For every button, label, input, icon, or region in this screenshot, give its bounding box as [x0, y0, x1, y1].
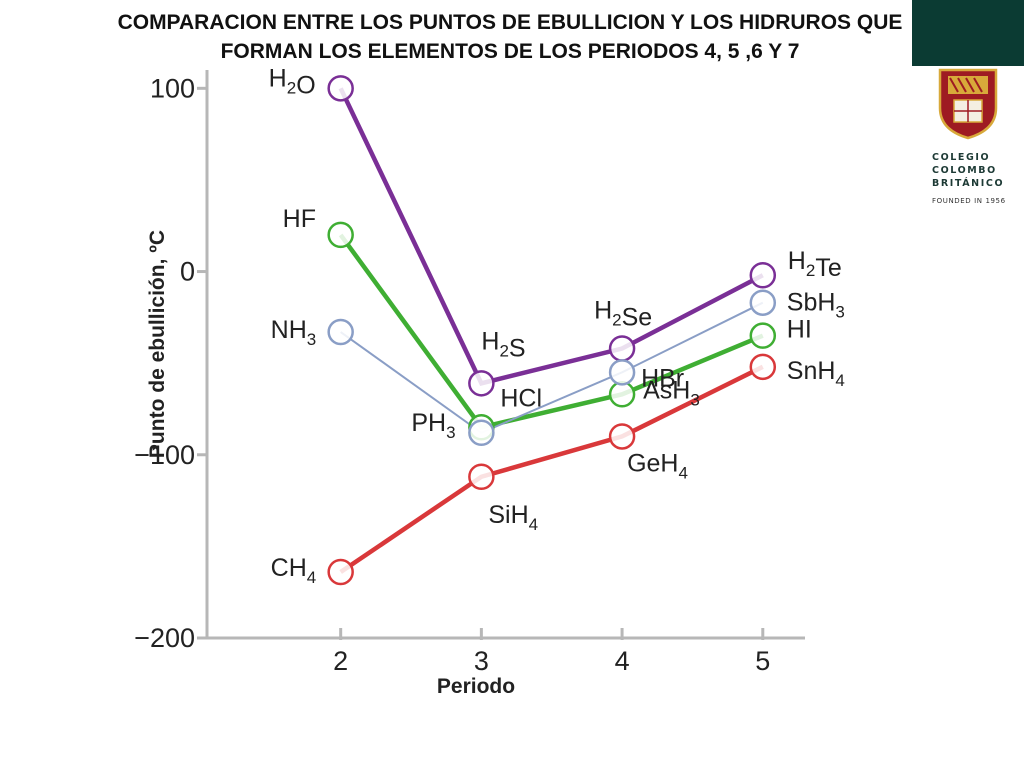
y-axis-label: Punto de ebullición, ºC	[146, 230, 169, 458]
y-tick-label: 0	[180, 257, 195, 287]
point-label: GeH4	[627, 449, 688, 482]
point-labels: H2O H2S H2Se H2Te HF HCl HBr HI NH3 PH3 AsH3 SbH3 CH…	[269, 64, 845, 587]
point-label: SbH3	[787, 289, 845, 322]
data-point	[608, 381, 636, 408]
slide-title: COMPARACION ENTRE LOS PUNTOS DE EBULLICI…	[117, 11, 903, 63]
x-tick-label: 2	[333, 646, 348, 676]
point-label: H2S	[481, 327, 525, 362]
logo-line-3: BRITÁNICO	[932, 178, 1005, 189]
axes	[205, 70, 805, 640]
data-point	[327, 558, 354, 586]
series-line	[339, 364, 764, 574]
logo-founded: FOUNDED IN 1956	[932, 197, 1006, 205]
data-point	[468, 370, 495, 397]
data-point	[749, 261, 777, 289]
logo-line-1: COLEGIO	[932, 152, 991, 163]
series-line	[338, 233, 764, 430]
x-tick-label: 3	[474, 646, 489, 676]
point-label: H2Te	[788, 247, 842, 282]
point-label: HI	[787, 316, 812, 344]
point-label: PH3	[411, 409, 455, 442]
y-tick-label: 100	[150, 73, 195, 103]
point-label: SnH4	[787, 357, 845, 390]
point-label: NH3	[271, 316, 317, 349]
data-point	[608, 335, 636, 362]
data-point	[327, 318, 354, 346]
data-point	[608, 359, 636, 386]
point-label: H2Se	[594, 297, 652, 332]
data-point	[608, 423, 636, 450]
point-label: H2O	[269, 64, 316, 99]
point-label: HCl	[500, 384, 542, 412]
y-tick-label: −100	[134, 440, 195, 470]
x-tick-label: 4	[615, 646, 630, 676]
logo-line-2: COLOMBO	[932, 165, 997, 176]
point-label: CH4	[271, 554, 317, 587]
point-label: HBr	[641, 364, 684, 392]
series-lines	[338, 87, 764, 574]
data-point	[327, 75, 354, 102]
data-points	[327, 75, 777, 586]
logo-bar	[912, 0, 1024, 66]
point-label: SiH4	[488, 501, 538, 534]
data-point	[749, 322, 777, 349]
point-label: HF	[283, 205, 316, 233]
school-logo: COLEGIO COLOMBO BRITÁNICO FOUNDED IN 195…	[912, 0, 1024, 210]
x-axis-label: Periodo	[437, 675, 515, 698]
series-line	[340, 301, 764, 434]
data-point	[468, 419, 495, 447]
data-point	[749, 353, 777, 381]
ticks: 100 0 −100 −200 2 3 4 5	[134, 73, 770, 676]
data-point	[749, 289, 777, 316]
point-label: AsH3	[643, 376, 700, 409]
series-line	[338, 87, 764, 386]
data-point	[327, 221, 354, 249]
data-point	[468, 463, 495, 491]
crest-icon	[938, 68, 998, 140]
x-tick-label: 5	[755, 646, 770, 676]
y-tick-label: −200	[134, 623, 195, 653]
